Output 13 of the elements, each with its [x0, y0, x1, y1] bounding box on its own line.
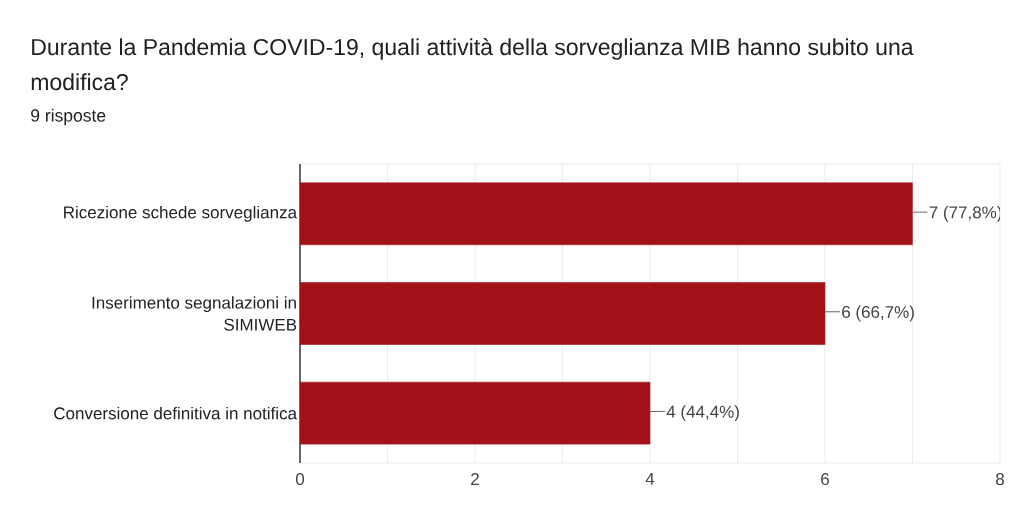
x-tick-label: 2 — [471, 473, 479, 485]
data-label: 6 (66,7%) — [842, 305, 914, 322]
x-tick-label: 0 — [295, 473, 305, 486]
y-tick-label: Inserimento segnalazioni in SIMIWEB — [92, 296, 297, 331]
x-tick-label: 8 — [996, 473, 1004, 486]
data-label: 4 (44,4%) — [666, 405, 739, 422]
data-label: 7 (77,8%) — [929, 205, 1002, 222]
x-tick-label: 6 — [821, 473, 829, 486]
y-tick-label: Ricezione schede sorveglianza — [64, 205, 297, 222]
chart-title: Durante la Pandemia COVID-19, quali attività della sorveglianza MIB hanno subito una modifica? — [31, 38, 914, 91]
x-tick-label: 4 — [645, 473, 655, 485]
text: 9 risposte — [31, 108, 106, 126]
y-tick-label: Conversione definitiva in notifica — [54, 406, 298, 420]
